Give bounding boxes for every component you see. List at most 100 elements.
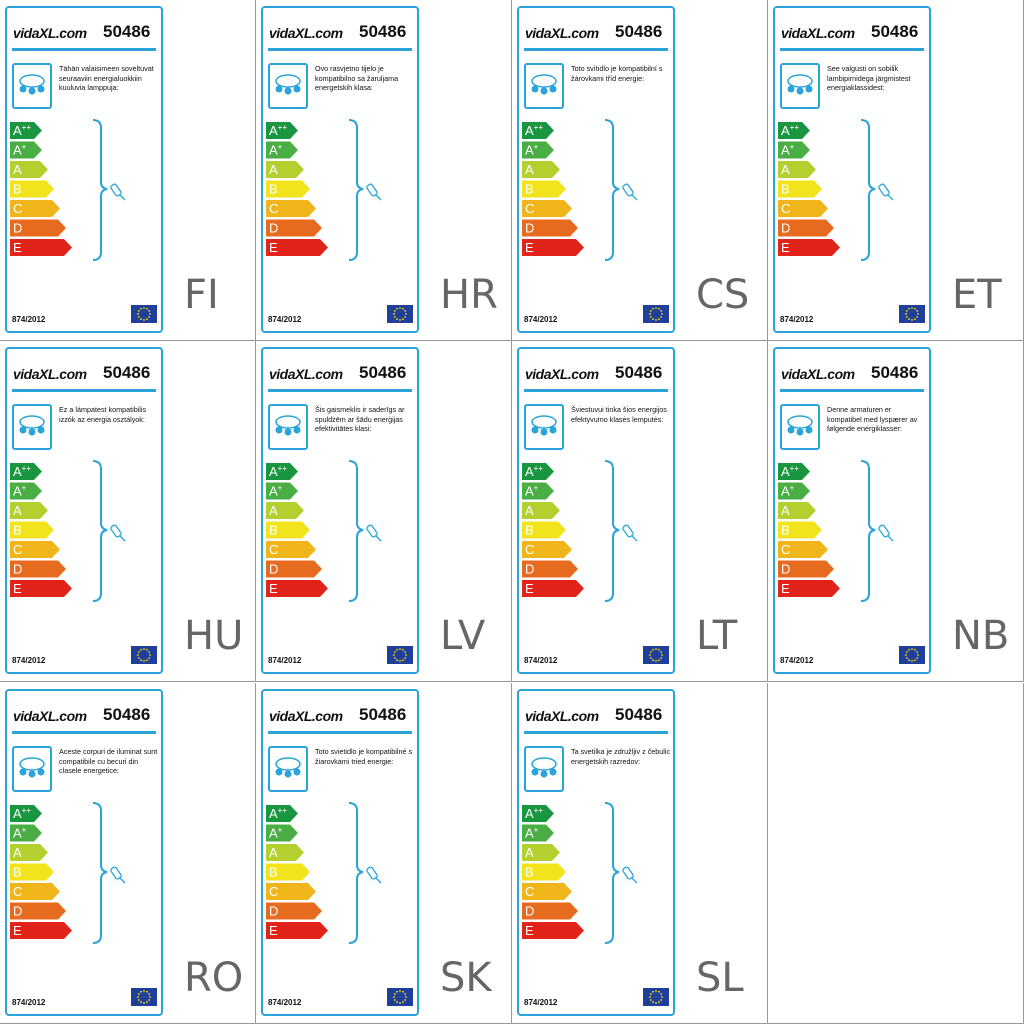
brand-logo: vidaXL.com	[525, 708, 599, 724]
bracket	[860, 119, 876, 261]
energy-arrow	[778, 161, 816, 178]
energy-class: D	[13, 562, 22, 577]
energy-class: C	[781, 542, 790, 557]
energy-arrow	[778, 482, 810, 500]
energy-class: B	[13, 182, 22, 197]
brand-logo: vidaXL.com	[269, 25, 343, 41]
regulation: 874/2012	[268, 656, 302, 665]
language-code: LV	[440, 613, 486, 659]
eu-flag	[643, 305, 669, 328]
description: Denne armaturen er kompatibel med lyspær…	[827, 405, 918, 433]
energy-arrow	[10, 922, 72, 939]
energy-class: D	[13, 904, 22, 919]
cell	[768, 683, 1024, 1024]
description: Toto svietidlo je kompatibilné s žiarovk…	[315, 747, 413, 766]
energy-class: A	[781, 162, 790, 177]
energy-class: E	[269, 240, 278, 255]
energy-class: E	[13, 923, 22, 938]
lamp-icon-box	[524, 746, 564, 792]
energy-arrow	[266, 482, 298, 500]
energy-label: vidaXL.com 50486 Ez a lámpatest kompatibil…	[5, 347, 163, 674]
energy-arrow	[10, 805, 42, 822]
energy-arrow	[10, 482, 42, 500]
energy-arrow	[522, 200, 572, 217]
header-line	[524, 48, 668, 51]
language-code: RO	[184, 955, 244, 1001]
energy-arrow	[266, 239, 328, 256]
energy-arrow	[266, 463, 298, 480]
bulb-icon	[622, 183, 638, 201]
energy-class: A	[269, 162, 278, 177]
energy-class: A	[525, 845, 534, 860]
lamp-icon	[787, 415, 813, 436]
energy-arrow	[10, 122, 42, 139]
eu-flag	[643, 646, 669, 669]
energy-class: D	[525, 562, 534, 577]
energy-arrow	[778, 180, 822, 198]
lamp-icon	[275, 415, 301, 436]
description: See valgusti on sobilik lambipirnidega j…	[827, 64, 911, 92]
lamp-icon	[19, 74, 45, 95]
energy-class: A	[13, 845, 22, 860]
energy-arrow	[10, 219, 66, 237]
energy-arrow	[778, 560, 834, 578]
energy-arrow	[522, 180, 566, 198]
regulation: 874/2012	[268, 998, 302, 1007]
energy-arrow	[522, 502, 560, 519]
cell: vidaXL.com 50486 Šis gaismeklis ir saderīg…	[256, 341, 512, 682]
energy-arrow	[10, 502, 48, 519]
eu-flag	[131, 305, 157, 328]
energy-arrow	[778, 122, 810, 139]
cell: vidaXL.com 50486 Tähän valaisimeen soveltu…	[0, 0, 256, 341]
energy-class: C	[781, 201, 790, 216]
description: Šviestuvui tinka šios energijos efektyvu…	[571, 405, 667, 424]
language-code: HU	[184, 613, 244, 659]
header-line	[12, 389, 156, 392]
energy-class: B	[525, 182, 534, 197]
energy-arrow	[778, 541, 828, 558]
energy-arrow	[522, 805, 554, 822]
brand-logo: vidaXL.com	[13, 366, 87, 382]
product-number: 50486	[615, 363, 663, 382]
cell: vidaXL.com 50486 Toto svietidlo je kompati…	[256, 683, 512, 1024]
energy-class: D	[525, 904, 534, 919]
lamp-icon-box	[12, 404, 52, 450]
header-line	[268, 48, 412, 51]
brand-logo: vidaXL.com	[269, 708, 343, 724]
energy-class: A	[781, 503, 790, 518]
energy-class: B	[525, 865, 534, 880]
energy-class: D	[269, 221, 278, 236]
product-number: 50486	[615, 705, 663, 724]
language-code: HR	[440, 272, 498, 318]
energy-class: D	[781, 562, 790, 577]
energy-arrow	[266, 902, 322, 920]
energy-arrow	[266, 502, 304, 519]
regulation: 874/2012	[524, 998, 558, 1007]
energy-class: C	[525, 542, 534, 557]
cell: vidaXL.com 50486 Šviestuvui tinka šios ene…	[512, 341, 768, 682]
description: Šis gaismeklis ir saderīgs ar spuldzēm a…	[315, 405, 405, 433]
energy-arrow	[522, 122, 554, 139]
energy-class: C	[269, 201, 278, 216]
eu-flag-svg	[131, 646, 157, 664]
bulb-icon	[878, 524, 894, 542]
energy-arrow	[778, 521, 822, 539]
energy-arrow	[778, 463, 810, 480]
energy-class: E	[269, 581, 278, 596]
description: Ez a lámpatest kompatibilis izzók az ene…	[59, 405, 147, 424]
bulb-icon	[110, 866, 126, 884]
energy-class: A	[525, 503, 534, 518]
language-code: FI	[184, 272, 219, 318]
eu-flag	[131, 988, 157, 1011]
product-number: 50486	[103, 705, 151, 724]
bracket	[348, 802, 364, 944]
eu-flag-svg	[643, 646, 669, 664]
lamp-icon	[531, 415, 557, 436]
eu-flag	[387, 646, 413, 669]
